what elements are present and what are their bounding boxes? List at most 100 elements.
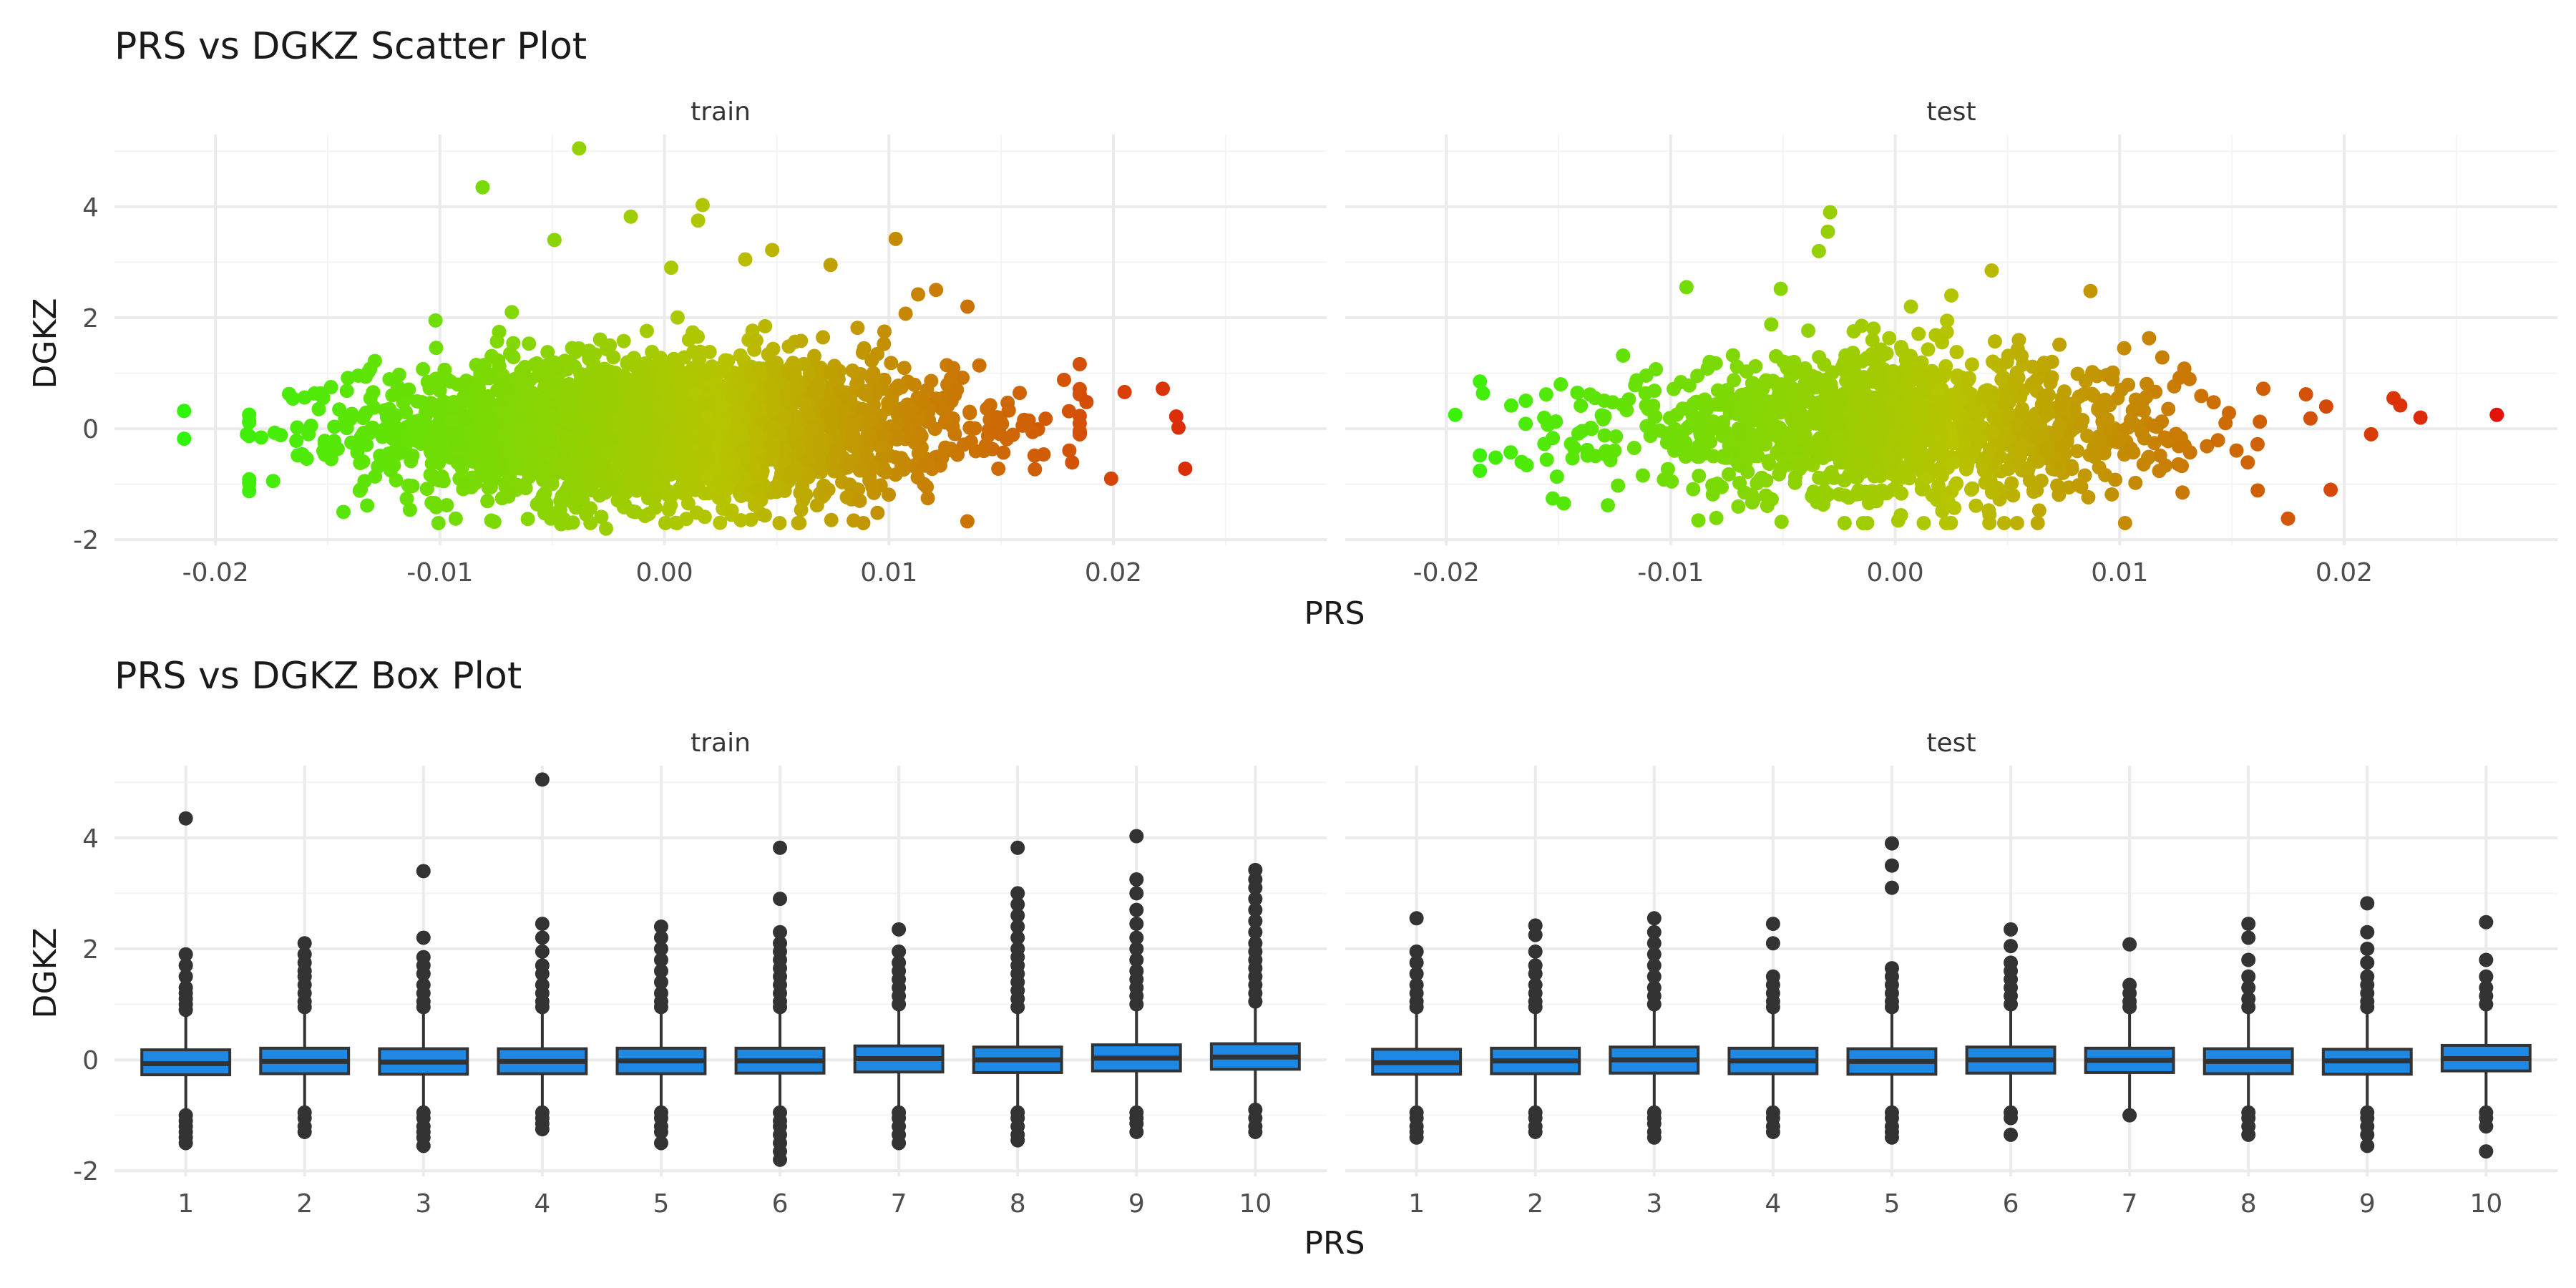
outlier-point [2241, 991, 2256, 1006]
scatter-point [1781, 436, 1796, 451]
scatter-point [481, 389, 496, 404]
scatter-point [929, 283, 944, 298]
scatter-point [1846, 324, 1861, 339]
outlier-point [1129, 941, 1144, 956]
scatter-point [402, 502, 417, 517]
outlier-point [1129, 886, 1144, 901]
outlier-point [1248, 1124, 1263, 1139]
x-tick-label: 7 [2122, 1189, 2138, 1219]
scatter-point [592, 379, 607, 394]
scatter-point [565, 407, 580, 422]
scatter-point [1722, 467, 1737, 482]
scatter-point [790, 409, 805, 424]
scatter-point [647, 433, 662, 448]
scatter-point [2016, 439, 2031, 454]
scatter-point [1760, 498, 1775, 513]
scatter-point [1601, 498, 1616, 513]
scatter-point [2083, 283, 2098, 298]
scatter-point [1968, 406, 1983, 421]
scatter-point [1607, 443, 1622, 458]
scatter-point [1739, 364, 1754, 379]
scatter-point [569, 480, 584, 495]
scatter-point [555, 489, 570, 504]
scatter-point [619, 438, 634, 453]
scatter-point [804, 452, 819, 467]
scatter-point [478, 459, 493, 474]
scatter-point [1970, 433, 1985, 448]
scatter-point [1984, 263, 1999, 278]
scatter-point [1785, 381, 1800, 396]
outlier-point [1248, 862, 1263, 877]
outlier-point [1646, 947, 1662, 962]
scatter-point [1774, 514, 1789, 530]
scatter-point [990, 425, 1005, 440]
scatter-point [1815, 434, 1830, 449]
scatter-point [1830, 430, 1845, 445]
scatter-point [2139, 389, 2154, 404]
outlier-point [653, 930, 668, 945]
outlier-point [2360, 969, 2375, 984]
scatter-point [660, 399, 675, 414]
scatter-point [781, 339, 796, 354]
outlier-point [1528, 944, 1543, 959]
scatter-point [1056, 372, 1071, 387]
scatter-point [1171, 420, 1186, 435]
y-tick-label: 2 [82, 935, 99, 965]
scatter-point [2057, 396, 2072, 411]
scatter-point [867, 460, 882, 475]
x-tick-label: 3 [415, 1189, 431, 1219]
scatter-point [1028, 462, 1043, 477]
panel-strip-label: test [1926, 728, 1976, 758]
scatter-point [1884, 466, 1899, 481]
scatter-point [1924, 368, 1939, 383]
scatter-point [242, 472, 257, 487]
scatter-chart: train -0.02 -0.01 0.00 0.01 0.02 -2 0 2 4 test -0.0… [27, 97, 2557, 632]
panel-strip-label: train [691, 728, 751, 758]
scatter-point [1901, 447, 1916, 462]
scatter-point [540, 411, 555, 426]
scatter-point [1949, 345, 1964, 360]
scatter-point [375, 429, 390, 444]
outlier-point [1409, 977, 1424, 992]
scatter-point [1761, 454, 1776, 469]
scatter-point [610, 459, 625, 474]
scatter-point [882, 487, 897, 502]
scatter-point [845, 363, 860, 378]
outlier-point [2004, 922, 2019, 937]
y-tick-label: 2 [82, 304, 99, 333]
scatter-point [1904, 389, 1919, 404]
scatter-point [938, 414, 953, 429]
scatter-point [726, 469, 741, 484]
scatter-point [2071, 478, 2086, 493]
outlier-point [2479, 969, 2494, 984]
outlier-point [1646, 969, 1662, 984]
scatter-point [2102, 422, 2117, 437]
scatter-point [2318, 399, 2333, 414]
scatter-point [480, 494, 495, 509]
scatter-point [585, 364, 600, 379]
scatter-point [2081, 489, 2096, 504]
scatter-point [1583, 387, 1598, 402]
scatter-point [821, 482, 836, 497]
outlier-point [2004, 1127, 2019, 1142]
scatter-point [888, 381, 903, 396]
scatter-point [1753, 426, 1768, 441]
box-train-8 [972, 840, 1063, 1148]
scatter-point [1787, 475, 1802, 490]
scatter-point [824, 404, 839, 419]
scatter-point [791, 381, 806, 396]
scatter-point [2080, 429, 2095, 444]
outlier-point [653, 1136, 668, 1151]
scatter-point [1913, 399, 1928, 414]
scatter-point [1473, 463, 1488, 478]
scatter-point [1615, 397, 1630, 412]
scatter-point [640, 454, 655, 469]
scatter-point [411, 414, 426, 429]
scatter-point [1017, 412, 1032, 427]
box-test-2 [1490, 918, 1581, 1139]
scatter-point [2120, 420, 2135, 435]
box-title: PRS vs DGKZ Box Plot [114, 655, 522, 698]
scatter-point [1996, 515, 2011, 530]
scatter-point [2323, 482, 2338, 497]
scatter-point [809, 498, 824, 513]
